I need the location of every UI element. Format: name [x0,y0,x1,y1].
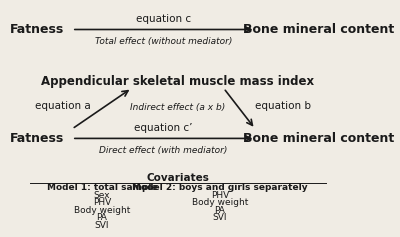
Text: Bone mineral content: Bone mineral content [243,132,394,145]
Text: equation c: equation c [136,14,191,24]
Text: PHV: PHV [211,191,229,200]
Text: Total effect (without mediator): Total effect (without mediator) [95,37,232,46]
Text: PHV: PHV [93,198,111,207]
Text: Body weight: Body weight [192,198,248,207]
Text: Model 1: total sample: Model 1: total sample [46,183,157,192]
Text: equation b: equation b [256,101,312,111]
Text: PA: PA [96,213,107,222]
Text: Model 2: boys and girls separately: Model 2: boys and girls separately [132,183,308,192]
Text: Body weight: Body weight [74,205,130,214]
Text: Sex: Sex [94,191,110,200]
Text: Bone mineral content: Bone mineral content [243,23,394,36]
Text: Direct effect (with mediator): Direct effect (with mediator) [99,146,228,155]
Text: PA: PA [214,205,226,214]
Text: Covariates: Covariates [146,173,209,183]
Text: Fatness: Fatness [10,23,64,36]
Text: Indirect effect (a x b): Indirect effect (a x b) [130,104,225,113]
Text: SVI: SVI [95,221,109,230]
Text: Appendicular skeletal muscle mass index: Appendicular skeletal muscle mass index [41,74,314,87]
Text: SVI: SVI [213,213,227,222]
Text: Fatness: Fatness [10,132,64,145]
Text: equation c’: equation c’ [134,123,193,133]
Text: equation a: equation a [35,101,91,111]
